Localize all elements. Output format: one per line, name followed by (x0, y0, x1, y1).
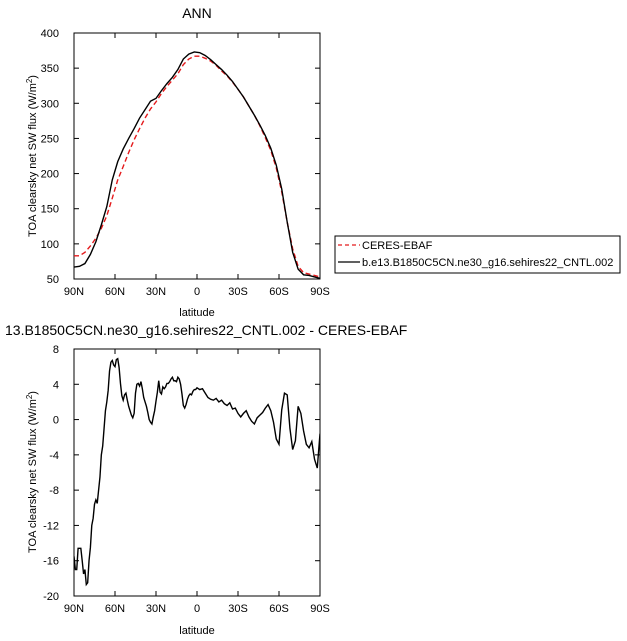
bottom-y-tick-label: -12 (43, 520, 59, 532)
top-x-axis-label: latitude (179, 307, 214, 319)
top-plot-frame (73, 32, 321, 280)
top-x-tick-label: 90N (64, 286, 84, 298)
bottom-x-tick-label: 60S (269, 603, 289, 615)
top-y-tick-label: 350 (41, 63, 59, 75)
bottom-x-tick-label: 90N (64, 603, 84, 615)
top-x-tick-label: 0 (194, 286, 200, 298)
top-x-tick-label: 60N (105, 286, 125, 298)
bottom-y-tick-label: -8 (49, 485, 59, 497)
bottom-x-tick-label: 60N (105, 603, 125, 615)
bottom-y-axis-label: TOA clearsky net SW flux (W/m2) (25, 391, 39, 553)
bottom-x-tick-label: 30S (228, 603, 248, 615)
bottom-x-tick-label: 0 (194, 603, 200, 615)
top-x-tick-label: 30N (146, 286, 166, 298)
bottom-panel: -20 -16 -12 -8 -4 0 4 8 90N 60N 30N 0 30S 60S 90S (43, 344, 330, 615)
top-y-tick-label: 400 (41, 28, 59, 40)
bottom-chart-title: 13.B1850C5CN.ne30_g16.sehires22_CNTL.002… (5, 322, 407, 338)
bottom-y-tick-label: -16 (43, 556, 59, 568)
top-panel: 50 100 150 200 250 300 350 400 90N 60N 30N 0 30S 60S 9… (41, 28, 330, 298)
bottom-y-tick-label: -20 (43, 591, 59, 603)
top-y-tick-label: 300 (41, 98, 59, 110)
legend-label-model: b.e13.B1850C5CN.ne30_g16.sehires22_CNTL.… (362, 257, 613, 269)
top-x-tick-label: 90S (310, 286, 330, 298)
bottom-x-tick-label: 90S (310, 603, 330, 615)
legend-label-ceres: CERES-EBAF (362, 240, 433, 252)
bottom-series-line-0 (74, 357, 320, 587)
bottom-y-tick-label: -4 (49, 450, 59, 462)
bottom-y-tick-label: 8 (53, 344, 59, 356)
bottom-y-tick-label: 4 (53, 379, 59, 391)
top-y-tick-label: 150 (41, 204, 59, 216)
top-y-axis-label: TOA clearsky net SW flux (W/m2) (25, 75, 39, 237)
top-x-tick-label: 30S (228, 286, 248, 298)
bottom-x-tick-label: 30N (146, 603, 166, 615)
bottom-x-axis-label: latitude (179, 625, 214, 637)
top-x-tick-label: 60S (269, 286, 289, 298)
bottom-plot-frame (73, 348, 321, 597)
top-series-line-1 (74, 51, 320, 279)
top-y-tick-label: 250 (41, 133, 59, 145)
bottom-y-tick-label: 0 (53, 415, 59, 427)
top-chart-title: ANN (182, 5, 212, 21)
top-series-line-0 (74, 55, 320, 278)
top-y-tick-label: 200 (41, 169, 59, 181)
legend-box (334, 235, 621, 274)
top-y-tick-label: 100 (41, 239, 59, 251)
top-y-tick-label: 50 (47, 274, 59, 286)
legend: CERES-EBAF b.e13.B1850C5CN.ne30_g16.sehi… (334, 235, 621, 274)
